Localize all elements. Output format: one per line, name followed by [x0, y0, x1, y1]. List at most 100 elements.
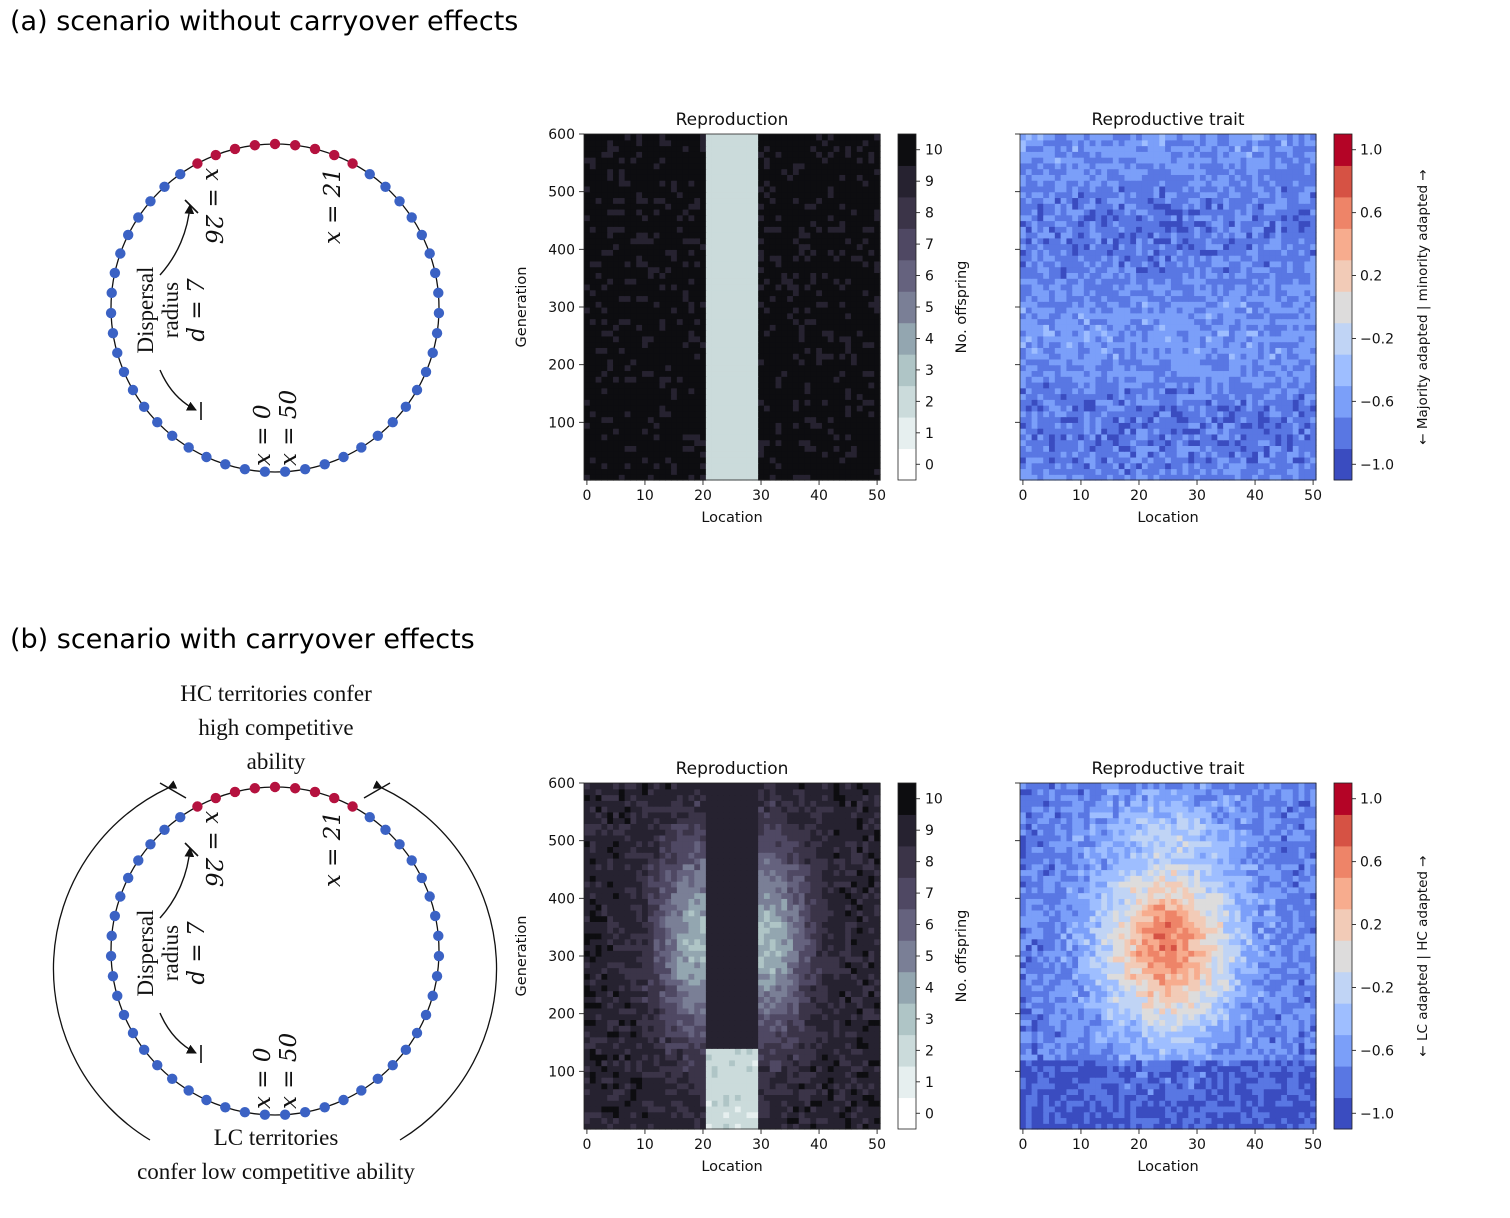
heatmap-cell: [659, 370, 666, 377]
heatmap-cell: [850, 139, 858, 147]
heatmap-cell: [1101, 370, 1108, 377]
heatmap-cell: [653, 226, 661, 233]
heatmap-cell: [821, 330, 829, 337]
heatmap-cell: [1141, 358, 1149, 366]
heatmap-cell: [798, 468, 806, 475]
heatmap-cell: [734, 174, 742, 181]
heatmap-cell: [723, 422, 730, 429]
heatmap-cell: [711, 335, 719, 343]
heatmap-cell: [717, 226, 724, 233]
heatmap-cell: [740, 174, 748, 181]
heatmap-cell: [804, 283, 811, 291]
heatmap-cell: [874, 399, 881, 406]
heatmap-cell: [1304, 399, 1311, 406]
heatmap-cell: [1263, 433, 1271, 441]
heatmap-cell: [705, 376, 713, 383]
heatmap-cell: [1159, 399, 1166, 406]
heatmap-cell: [1054, 468, 1062, 475]
heatmap-cell: [688, 324, 695, 331]
heatmap-cell: [1240, 358, 1247, 366]
heatmap-cell: [804, 358, 811, 366]
heatmap-cell: [874, 174, 881, 181]
heatmap-cell: [734, 462, 742, 470]
heatmap-cell: [636, 278, 643, 285]
heatmap-cell: [682, 197, 690, 204]
heatmap-cell: [787, 191, 794, 199]
heatmap-cell: [874, 364, 881, 372]
heatmap-cell: [1089, 439, 1097, 446]
heatmap-cell: [717, 139, 724, 147]
heatmap-cell: [746, 462, 753, 470]
lc-site-dot: [115, 248, 126, 259]
heatmap-cell: [775, 376, 782, 383]
heatmap-cell: [705, 295, 713, 302]
heatmap-cell: [752, 174, 759, 181]
heatmap-cell: [1217, 341, 1224, 348]
heatmap-cell: [688, 191, 695, 199]
heatmap-cell: [787, 399, 794, 406]
heatmap-cell: [1043, 410, 1050, 418]
heatmap-cell: [862, 456, 869, 464]
heatmap-cell: [787, 353, 794, 360]
heatmap-cell: [1049, 295, 1056, 302]
heatmap-cell: [1298, 468, 1305, 475]
heatmap-cell: [816, 208, 823, 216]
heatmap-cell: [1269, 416, 1276, 423]
heatmap-cell: [723, 439, 730, 446]
heatmap-cell: [845, 439, 852, 446]
lc-site-dot: [431, 970, 443, 982]
heatmap-cell: [1078, 439, 1085, 446]
heatmap-cell: [752, 364, 759, 372]
heatmap-cell: [746, 410, 753, 418]
heatmap-cell: [1043, 295, 1050, 302]
heatmap-cell: [1182, 399, 1189, 406]
heatmap-cell: [601, 451, 608, 458]
heatmap-cell: [1240, 451, 1247, 458]
heatmap-cell: [1147, 410, 1155, 418]
lc-site-dot: [220, 459, 231, 470]
heatmap-cell: [1066, 353, 1073, 360]
heatmap-cell: [682, 364, 690, 372]
heatmap-cell: [705, 416, 713, 423]
heatmap-cell: [1246, 451, 1253, 458]
heatmap-cell: [1182, 376, 1189, 383]
heatmap-cell: [642, 422, 649, 429]
heatmap-cell: [705, 266, 713, 273]
heatmap-cell: [1147, 341, 1155, 348]
heatmap-cell: [752, 445, 759, 452]
heatmap-cell: [1257, 301, 1265, 308]
heatmap-cell: [1269, 358, 1276, 366]
heatmap-cell: [810, 237, 817, 245]
heatmap-cell: [787, 289, 794, 297]
heatmap-cell: [1066, 462, 1073, 470]
heatmap-cell: [618, 214, 626, 222]
heatmap-cell: [642, 456, 649, 464]
heatmap-cell: [874, 162, 881, 170]
heatmap-cell: [682, 439, 690, 446]
heatmap-cell: [810, 312, 817, 320]
heatmap-cell: [1228, 347, 1236, 354]
heatmap-cell: [1159, 318, 1166, 325]
heatmap-cell: [839, 243, 846, 250]
heatmap-cell: [1112, 301, 1120, 308]
heatmap-cell: [705, 203, 713, 210]
heatmap-cell: [624, 387, 632, 395]
heatmap-cell: [763, 341, 771, 348]
heatmap-cell: [1072, 347, 1079, 354]
heatmap-cell: [1170, 370, 1178, 377]
heatmap-cell: [1234, 393, 1242, 400]
heatmap-cell: [1049, 468, 1056, 475]
heatmap-cell: [816, 428, 823, 435]
heatmap-cell: [1310, 405, 1317, 412]
heatmap-cell: [700, 278, 707, 285]
heatmap-cell: [1269, 289, 1276, 297]
heatmap-cell: [816, 174, 823, 181]
heatmap-cell: [682, 324, 690, 331]
heatmap-cell: [1136, 451, 1143, 458]
heatmap-cell: [1072, 393, 1079, 400]
heatmap-cell: [1095, 462, 1102, 470]
heatmap-cell: [763, 428, 771, 435]
heatmap-cell: [723, 364, 730, 372]
heatmap-cell: [584, 214, 591, 222]
